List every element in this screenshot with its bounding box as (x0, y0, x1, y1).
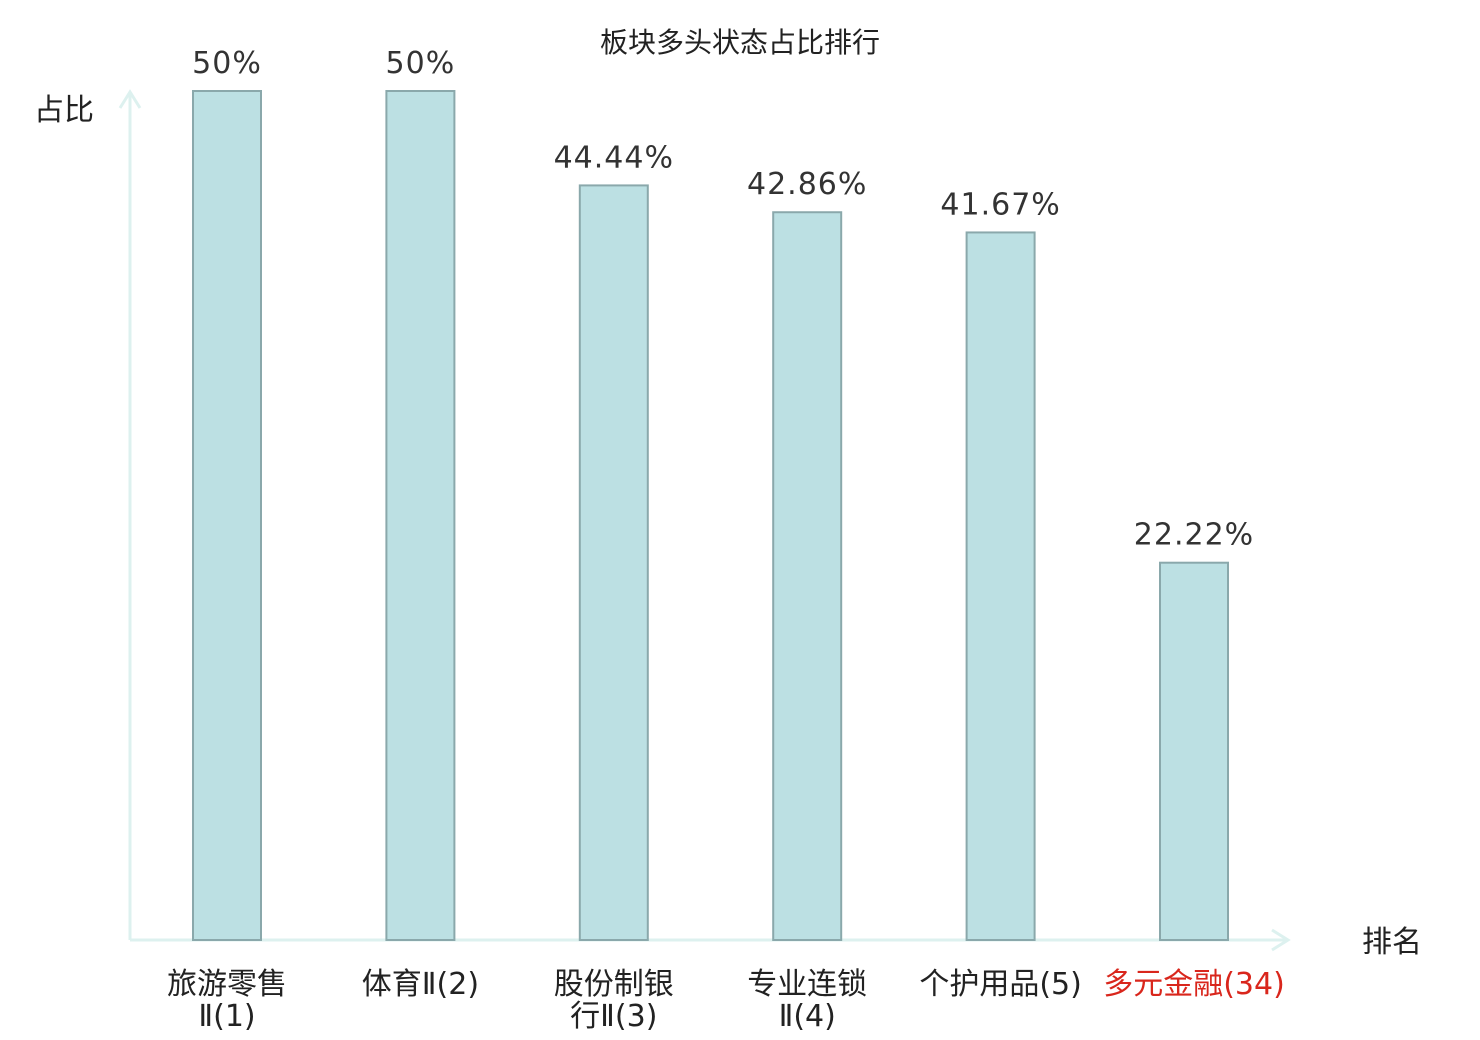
bar (1159, 561, 1229, 941)
category-label: 专业连锁 (747, 967, 867, 1002)
value-labels-group: 50% 50% 44.44% 42.86% 41.67% 22.22% (192, 46, 1254, 553)
category-label: 股份制银 (554, 967, 674, 1002)
x-axis-label: 排名 (1362, 925, 1422, 960)
bar-value-label: 44.44% (554, 140, 674, 175)
y-axis-arrow (118, 89, 142, 109)
category-label: Ⅱ(4) (779, 999, 836, 1034)
category-label: 多元金融(34) (1103, 967, 1285, 1002)
category-label: 体育Ⅱ(2) (362, 967, 479, 1002)
bar-value-label: 50% (192, 46, 262, 81)
bar-value-label: 22.22% (1134, 518, 1254, 553)
category-label: Ⅱ(1) (198, 999, 255, 1034)
bar-value-label: 42.86% (747, 167, 867, 202)
bar (578, 184, 649, 941)
category-label: 旅游零售 (167, 967, 287, 1002)
bar (385, 90, 456, 941)
bar (965, 231, 1036, 941)
category-label: 行Ⅱ(3) (570, 999, 657, 1034)
x-axis-arrow (1271, 928, 1291, 952)
bars-group (192, 90, 1229, 942)
category-label: 个护用品(5) (919, 967, 1082, 1002)
chart-title: 板块多头状态占比排行 (600, 26, 880, 59)
bar-value-label: 41.67% (940, 187, 1060, 222)
bar-value-label: 50% (386, 46, 456, 81)
bar (772, 211, 843, 942)
y-axis-label: 占比 (34, 93, 94, 128)
bar (192, 90, 262, 941)
